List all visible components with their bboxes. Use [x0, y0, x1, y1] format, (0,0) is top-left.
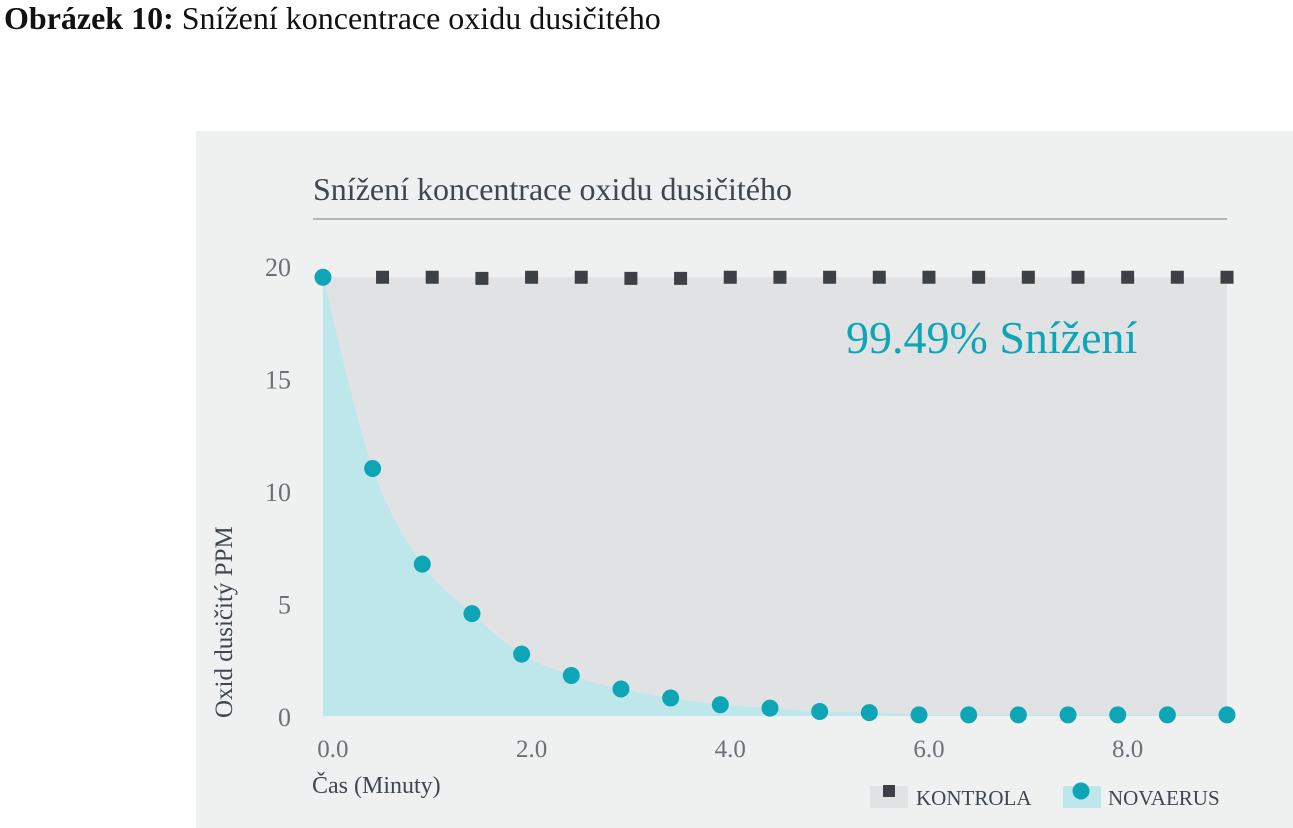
- control-point: [475, 271, 489, 285]
- control-point: [674, 271, 688, 285]
- novaerus-point: [413, 555, 431, 573]
- x-axis-label: Čas (Minuty): [312, 772, 441, 799]
- control-point: [1121, 270, 1135, 284]
- chart-title: Snížení koncentrace oxidu dusičitého: [313, 171, 792, 207]
- control-point: [1071, 270, 1085, 284]
- novaerus-point: [711, 696, 729, 714]
- control-point: [723, 270, 737, 284]
- figure-label: Obrázek 10:: [4, 0, 174, 36]
- control-point: [624, 271, 638, 285]
- control-point: [1021, 270, 1035, 284]
- control-point: [425, 270, 439, 284]
- novaerus-point: [463, 605, 481, 623]
- figure-heading: Obrázek 10: Snížení koncentrace oxidu du…: [4, 0, 661, 37]
- y-tick-label: 20: [265, 253, 291, 282]
- x-tick-label: 6.0: [913, 736, 944, 763]
- novaerus-point: [761, 699, 779, 717]
- x-tick-label: 8.0: [1112, 736, 1143, 763]
- control-point: [823, 270, 837, 284]
- control-point: [1220, 270, 1234, 284]
- control-point: [922, 270, 936, 284]
- control-point: [872, 270, 886, 284]
- novaerus-point: [1009, 706, 1027, 724]
- legend-label-control: KONTROLA: [916, 786, 1032, 810]
- y-tick-label: 10: [265, 478, 291, 507]
- control-point: [376, 270, 390, 284]
- novaerus-point: [1059, 706, 1077, 724]
- novaerus-point: [314, 268, 332, 286]
- novaerus-point: [1109, 706, 1127, 724]
- reduction-annotation: 99.49% Snížení: [846, 312, 1138, 363]
- legend: KONTROLA NOVAERUS: [870, 782, 1220, 810]
- x-tick-label: 4.0: [715, 736, 746, 763]
- x-tick-label: 2.0: [516, 736, 547, 763]
- y-tick-label: 5: [278, 591, 291, 620]
- legend-marker-novaerus: [1072, 782, 1090, 800]
- novaerus-point: [513, 645, 531, 663]
- novaerus-point: [562, 667, 580, 684]
- y-tick-label: 0: [278, 703, 291, 732]
- novaerus-point: [960, 706, 978, 724]
- novaerus-point: [1218, 706, 1236, 724]
- control-point: [525, 270, 539, 284]
- novaerus-point: [662, 689, 680, 707]
- figure-caption: Snížení koncentrace oxidu dusičitého: [181, 0, 661, 36]
- control-point: [1170, 270, 1184, 284]
- legend-marker-control: [883, 785, 895, 797]
- x-tick-label: 0.0: [317, 736, 348, 763]
- novaerus-point: [364, 460, 382, 477]
- y-axis-label: Oxid dusičitý PPM: [211, 526, 238, 718]
- novaerus-point: [910, 706, 928, 724]
- novaerus-point: [860, 704, 878, 722]
- control-point: [773, 270, 787, 284]
- legend-label-novaerus: NOVAERUS: [1108, 786, 1220, 810]
- control-point: [972, 270, 986, 284]
- novaerus-point: [811, 703, 829, 720]
- y-tick-label: 15: [265, 366, 291, 395]
- novaerus-point: [612, 680, 630, 698]
- novaerus-point: [1158, 706, 1176, 724]
- novaerus-area: [322, 277, 1227, 716]
- control-point: [574, 270, 588, 284]
